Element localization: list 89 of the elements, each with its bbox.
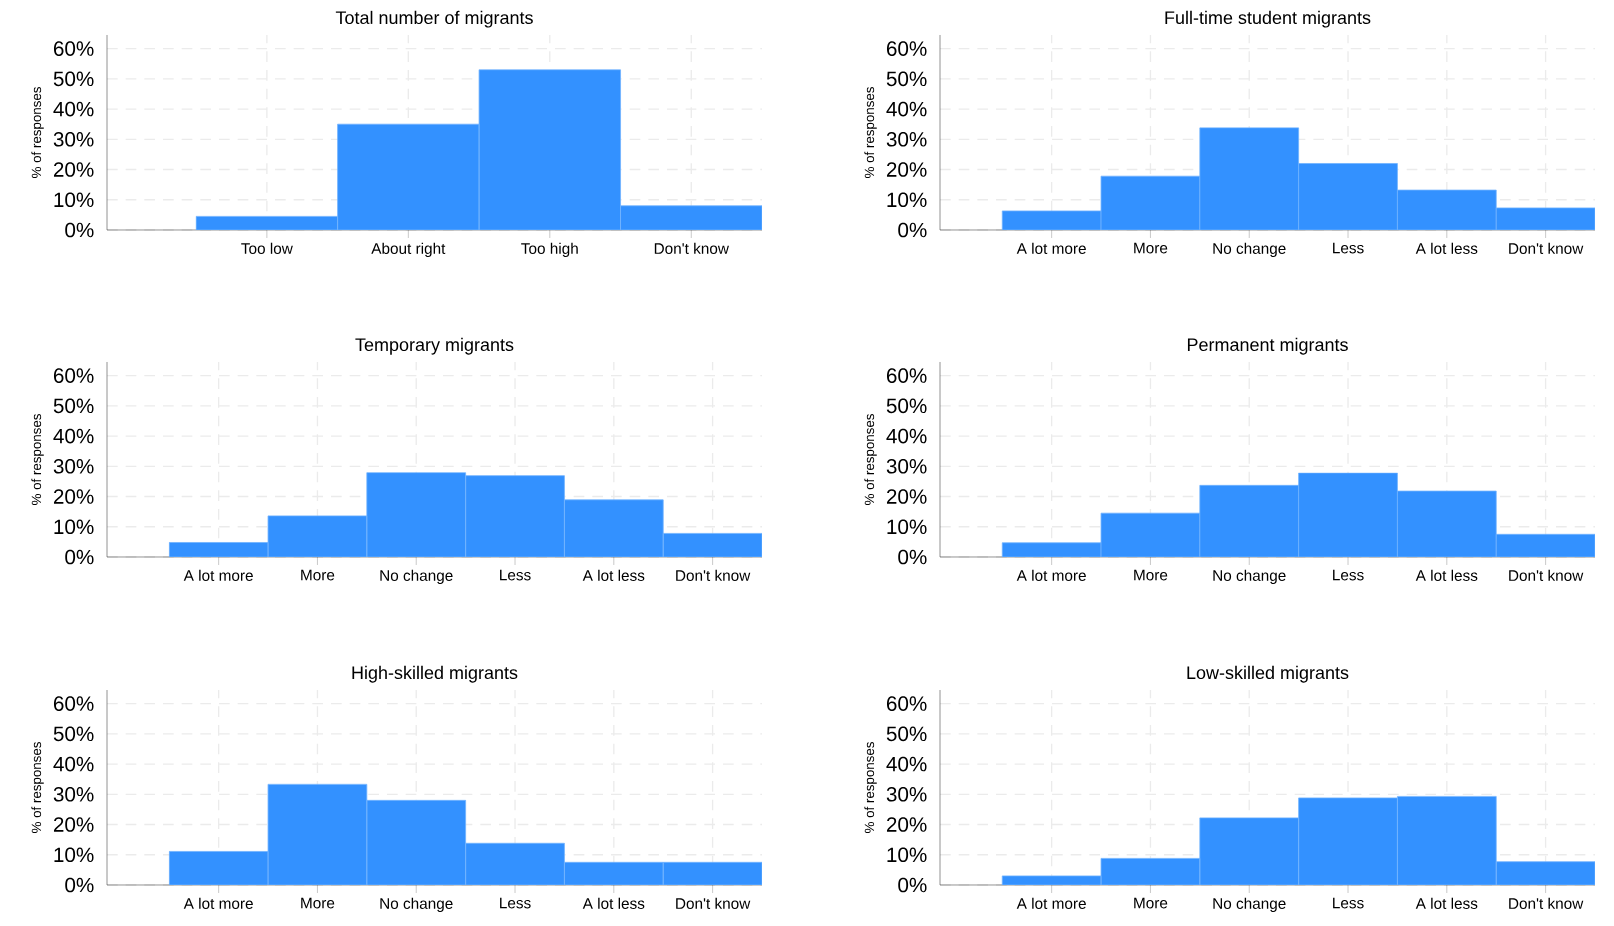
y-tick-label: 20% xyxy=(886,489,927,504)
y-tick-label: 60% xyxy=(53,696,94,711)
y-tick-label: 30% xyxy=(886,458,927,474)
y-tick-label: 10% xyxy=(54,519,94,535)
x-tick-label: Don't know xyxy=(1509,242,1584,254)
x-tick-label: No change xyxy=(1213,897,1286,912)
x-tick-label: Less xyxy=(500,569,531,581)
y-tick-label: 10% xyxy=(54,192,94,208)
x-tick-label: A lot more xyxy=(1016,569,1086,581)
x-tick-label: Don't know xyxy=(1509,569,1584,581)
y-tick-label: 0% xyxy=(65,877,94,893)
x-tick-label: A lot less xyxy=(1415,897,1478,909)
x-tick-label: Less xyxy=(1333,897,1364,909)
y-tick-label: 30% xyxy=(886,131,927,147)
y-tick-label: 0% xyxy=(898,549,927,565)
y-tick-label: 0% xyxy=(65,222,94,238)
y-tick-label: 40% xyxy=(886,101,927,117)
y-tick-label: 60% xyxy=(53,368,94,383)
y-tick-label: 30% xyxy=(886,786,927,802)
x-tick-label: Don't know xyxy=(1509,897,1584,909)
chart-title: Full-time student migrants xyxy=(1165,10,1371,28)
y-axis-title: % of responses xyxy=(31,414,44,505)
x-tick-label: A lot more xyxy=(183,569,253,581)
x-tick-label: A lot more xyxy=(1016,897,1086,909)
y-tick-label: 10% xyxy=(887,519,927,535)
y-tick-label: 50% xyxy=(53,726,94,742)
y-tick-label: 40% xyxy=(53,101,94,117)
x-tick-label: A lot less xyxy=(582,569,645,581)
chart-title: High-skilled migrants xyxy=(352,665,518,683)
x-tick-label: No change xyxy=(1213,569,1286,584)
bar xyxy=(168,851,269,885)
y-axis-title: % of responses xyxy=(864,87,877,178)
x-tick-label: Less xyxy=(1333,242,1364,254)
y-tick-label: 20% xyxy=(886,162,927,177)
y-tick-label: 60% xyxy=(886,41,927,56)
y-tick-label: 40% xyxy=(53,428,94,444)
y-tick-label: 60% xyxy=(886,368,927,383)
y-tick-label: 20% xyxy=(886,817,927,832)
y-tick-label: 50% xyxy=(53,398,94,414)
y-tick-label: 50% xyxy=(886,398,927,414)
y-tick-label: 60% xyxy=(886,696,927,711)
x-tick-label: No change xyxy=(380,569,453,584)
y-tick-label: 50% xyxy=(53,71,94,87)
chart-title: Low-skilled migrants xyxy=(1187,665,1349,683)
x-tick-label: A lot more xyxy=(183,897,253,909)
x-tick-label: About right xyxy=(371,242,446,257)
y-tick-label: 50% xyxy=(886,726,927,742)
x-tick-label: Less xyxy=(500,897,531,909)
y-tick-label: 20% xyxy=(53,162,94,177)
x-tick-label: More xyxy=(301,897,335,909)
y-tick-label: 50% xyxy=(886,71,927,87)
x-tick-label: Don't know xyxy=(676,897,751,909)
y-axis-title: % of responses xyxy=(31,87,44,178)
y-tick-label: 30% xyxy=(53,458,94,474)
y-tick-label: 40% xyxy=(886,756,927,772)
y-axis-title: % of responses xyxy=(864,742,877,833)
y-tick-label: 0% xyxy=(65,549,94,565)
x-tick-label: A lot less xyxy=(1415,569,1478,581)
y-tick-label: 40% xyxy=(886,428,927,444)
y-tick-label: 60% xyxy=(53,41,94,56)
y-tick-label: 30% xyxy=(53,131,94,147)
chart-title: Permanent migrants xyxy=(1187,337,1348,355)
chart-title: Total number of migrants xyxy=(335,10,533,28)
y-tick-label: 40% xyxy=(53,756,94,772)
y-tick-label: 10% xyxy=(887,847,927,863)
x-tick-label: A lot more xyxy=(1016,242,1086,254)
x-tick-label: A lot less xyxy=(1415,242,1478,254)
y-tick-label: 0% xyxy=(898,877,927,893)
x-tick-label: More xyxy=(1134,897,1168,909)
x-tick-label: Less xyxy=(1333,569,1364,581)
x-tick-label: No change xyxy=(380,897,453,912)
chart-title: Temporary migrants xyxy=(355,337,514,355)
y-axis-title: % of responses xyxy=(31,742,44,833)
x-tick-label: A lot less xyxy=(582,897,645,909)
y-tick-label: 30% xyxy=(53,786,94,802)
x-tick-label: More xyxy=(1134,242,1168,254)
x-tick-label: Don't know xyxy=(654,242,729,254)
x-tick-label: Don't know xyxy=(676,569,751,581)
y-tick-label: 20% xyxy=(53,817,94,832)
x-tick-label: More xyxy=(301,569,335,581)
x-tick-label: No change xyxy=(1213,242,1286,257)
x-tick-label: Too high xyxy=(521,242,578,257)
y-axis-title: % of responses xyxy=(864,414,877,505)
x-tick-label: Too low xyxy=(241,242,293,254)
y-tick-label: 20% xyxy=(53,489,94,504)
y-tick-label: 10% xyxy=(54,847,94,863)
x-tick-label: More xyxy=(1134,569,1168,581)
y-tick-label: 10% xyxy=(887,192,927,208)
y-tick-label: 0% xyxy=(898,222,927,238)
